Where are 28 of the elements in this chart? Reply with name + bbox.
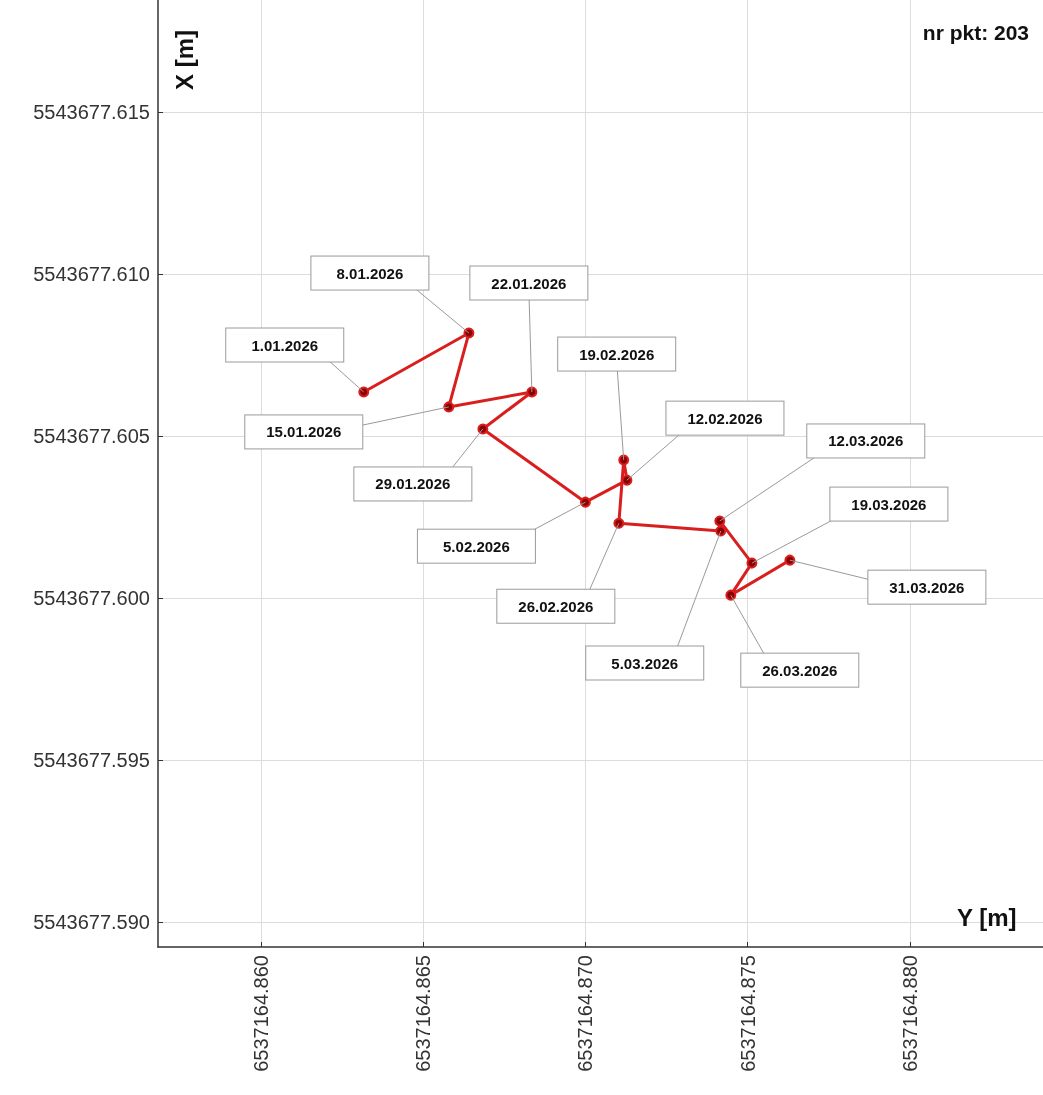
annotation: 22.01.2026 — [491, 274, 567, 292]
annotation: 31.03.2026 — [889, 578, 965, 596]
y-axis-title: X [m] — [170, 30, 198, 90]
y-tick-label: 5543677.595 — [33, 749, 150, 772]
x-tick-label: 6537164.860 — [249, 955, 272, 1072]
annotation: 26.03.2026 — [762, 661, 838, 679]
y-tick-label: 5543677.600 — [33, 587, 150, 610]
x-tick-label: 6537164.865 — [412, 955, 435, 1072]
y-tick-label: 5543677.610 — [33, 263, 150, 286]
annotation: nr pkt: 203 — [922, 21, 1029, 44]
annotation: 15.01.2026 — [266, 423, 342, 441]
annotation: 1.01.2026 — [251, 336, 319, 354]
annotation: 19.02.2026 — [579, 345, 655, 363]
x-tick-label: 6537164.875 — [736, 955, 759, 1072]
annotation: 12.02.2026 — [687, 409, 763, 427]
annotation: 5.03.2026 — [611, 654, 679, 672]
annotation: 5.02.2026 — [443, 537, 510, 555]
annotation: 8.01.2026 — [336, 264, 404, 282]
x-tick-label: 6537164.880 — [898, 955, 921, 1072]
y-tick-label: 5543677.615 — [33, 101, 150, 124]
y-tick-label: 5543677.605 — [33, 425, 150, 448]
annotation: 26.02.2026 — [518, 597, 594, 615]
annotation: 29.01.2026 — [375, 475, 451, 493]
x-tick-label: 6537164.870 — [574, 955, 597, 1072]
annotation: 19.03.2026 — [851, 495, 927, 513]
x-axis-title: Y [m] — [957, 903, 1017, 931]
y-tick-label: 5543677.590 — [33, 911, 150, 934]
annotation: 12.03.2026 — [828, 432, 904, 450]
